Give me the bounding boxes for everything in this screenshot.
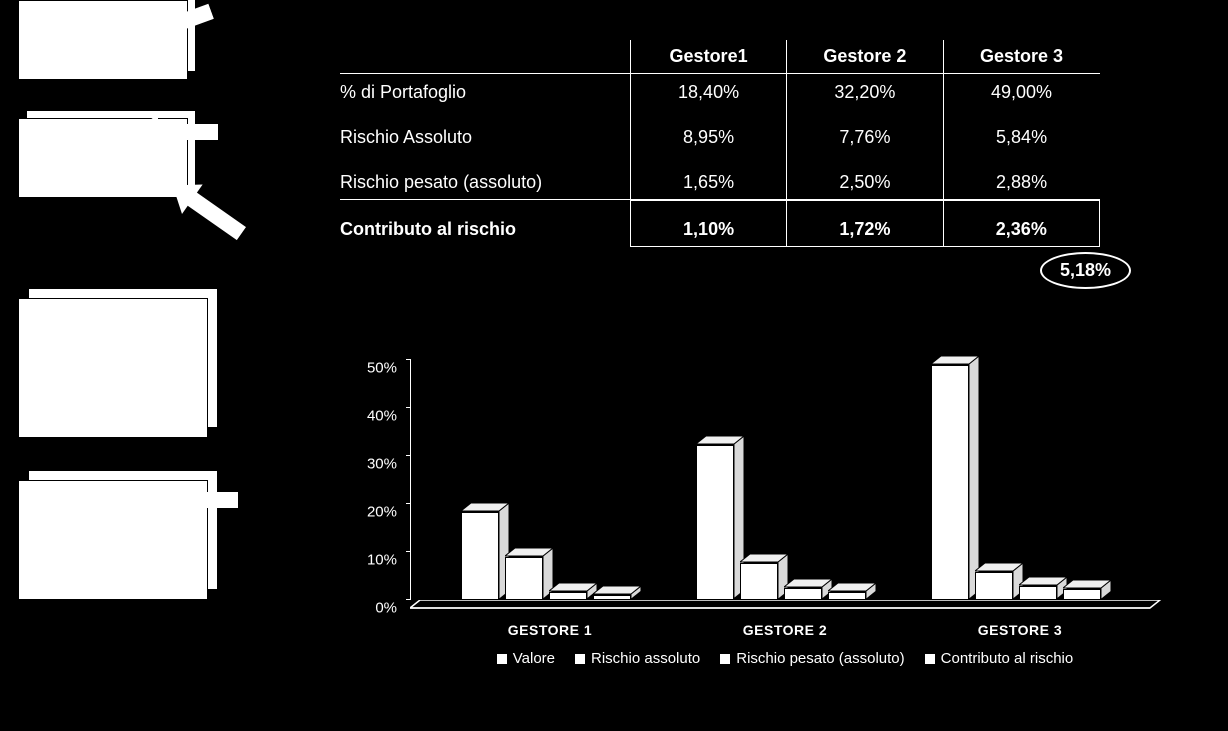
table-column-header: Gestore 2 [787, 40, 943, 74]
table-cell: 49,00% [943, 74, 1099, 109]
risk-table-area: Gestore1Gestore 2Gestore 3% di Portafogl… [340, 40, 1190, 247]
chart-bar [931, 357, 979, 600]
risk-table: Gestore1Gestore 2Gestore 3% di Portafogl… [340, 40, 1100, 247]
table-cell: 8,95% [630, 109, 786, 154]
table-row: Contributo al rischio1,10%1,72%2,36% [340, 201, 1100, 247]
chart-bar [505, 549, 553, 600]
legend-swatch-icon [497, 654, 507, 664]
total-risk-oval: 5,18% [1040, 252, 1131, 289]
table-cell: 7,76% [787, 109, 943, 154]
table-row-label: Rischio Assoluto [340, 109, 630, 154]
legend-item: Valore [497, 650, 555, 667]
table-cell: 1,65% [630, 154, 786, 200]
table-row-label: Rischio pesato (assoluto) [340, 154, 630, 200]
chart-y-tick: 50% [367, 360, 397, 377]
table-cell: 2,88% [943, 154, 1099, 200]
table-cell: 2,36% [943, 201, 1099, 247]
chart-y-tick: 20% [367, 504, 397, 521]
legend-swatch-icon [925, 654, 935, 664]
table-cell: 2,50% [787, 154, 943, 200]
arrow-icon [158, 167, 253, 250]
chart-bar [461, 504, 509, 600]
chart-x-label: GESTORE 3 [910, 622, 1130, 638]
chart-legend: Valore Rischio assoluto Rischio pesato (as… [420, 650, 1150, 667]
legend-swatch-icon [575, 654, 585, 664]
chart-bar [1019, 578, 1067, 600]
arrow-icon [130, 112, 218, 152]
chart-bar [696, 437, 744, 600]
chart-y-tick: 10% [367, 552, 397, 569]
chart-area: 0% 10% 20% 30% 40% 50% GESTORE 1 GESTORE 2 GEST… [350, 360, 1170, 700]
table-row: % di Portafoglio18,40%32,20%49,00% [340, 74, 1100, 109]
chart-y-tick: 40% [367, 408, 397, 425]
chart-y-tick: 30% [367, 456, 397, 473]
legend-item: Contributo al rischio [925, 650, 1074, 667]
table-row: Rischio Assoluto8,95%7,76%5,84% [340, 109, 1100, 154]
chart-bar [740, 555, 788, 600]
table-cell: 1,72% [787, 201, 943, 247]
table-row-label: Contributo al rischio [340, 201, 630, 247]
bar-chart: 0% 10% 20% 30% 40% 50% [350, 360, 1170, 620]
chart-bar [975, 564, 1023, 600]
legend-item: Rischio assoluto [575, 650, 700, 667]
chart-bar [549, 584, 597, 600]
chart-x-label: GESTORE 1 [440, 622, 660, 638]
chart-bar [593, 587, 641, 600]
table-cell: 32,20% [787, 74, 943, 109]
legend-item: Rischio pesato (assoluto) [720, 650, 904, 667]
chart-bar [1063, 581, 1111, 600]
table-cell: 5,84% [943, 109, 1099, 154]
chart-bar [784, 580, 832, 600]
table-cell: 18,40% [630, 74, 786, 109]
table-row: Rischio pesato (assoluto)1,65%2,50%2,88% [340, 154, 1100, 200]
table-row-label: % di Portafoglio [340, 74, 630, 109]
chart-x-label: GESTORE 2 [675, 622, 895, 638]
legend-swatch-icon [720, 654, 730, 664]
arrow-icon [140, 480, 238, 520]
chart-y-axis: 0%10%20%30%40%50% [350, 360, 405, 600]
chart-bar [828, 584, 876, 600]
table-column-header: Gestore 3 [943, 40, 1099, 74]
table-column-header: Gestore1 [630, 40, 786, 74]
chart-floor [410, 600, 1150, 618]
table-cell: 1,10% [630, 201, 786, 247]
chart-y-tick: 0% [375, 600, 397, 617]
chart-plot [410, 360, 1150, 600]
